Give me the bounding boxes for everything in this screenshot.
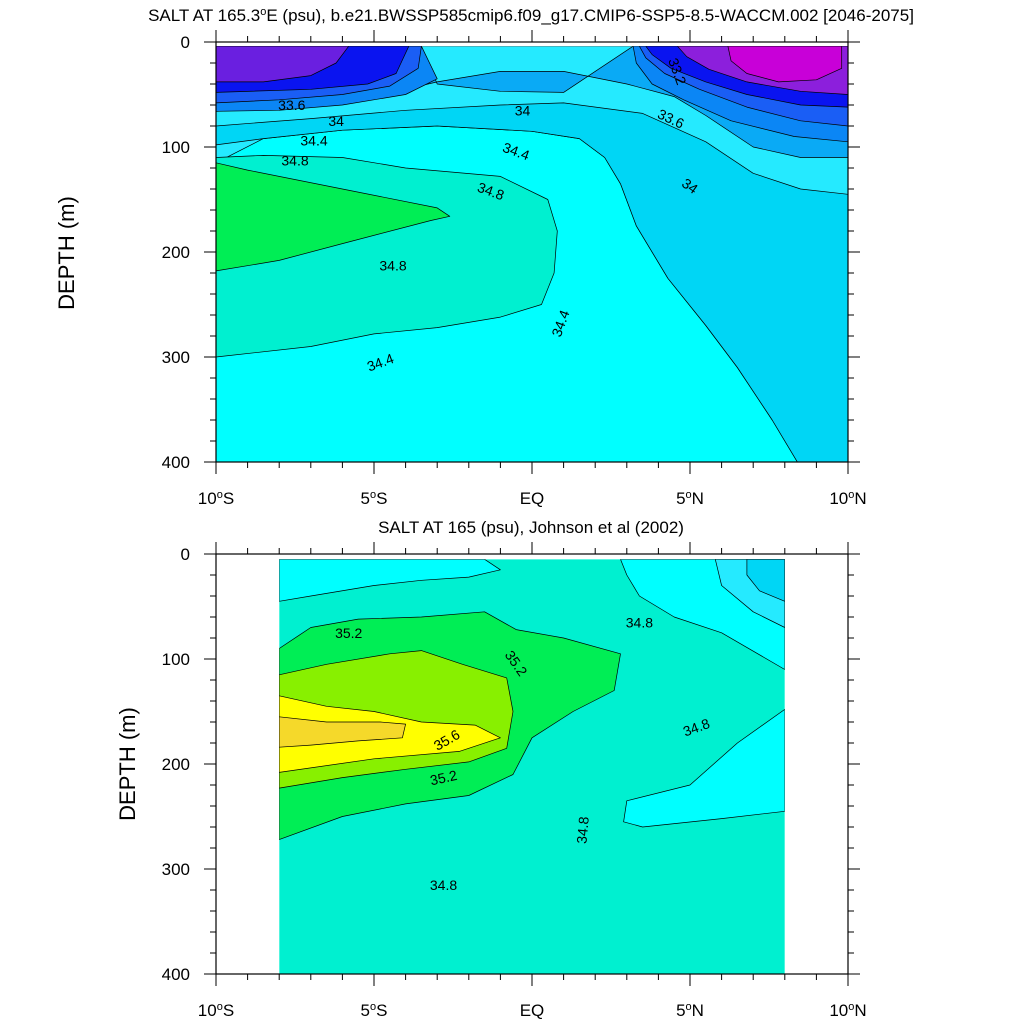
x-tick-label: 5oS (361, 489, 388, 508)
y-tick-label: 300 (162, 348, 190, 367)
contour-label: 34.8 (573, 816, 591, 845)
contour-band (216, 46, 350, 83)
contour-label: 35.2 (335, 625, 362, 641)
contour-label: 34.8 (430, 877, 457, 893)
contour-label: 35.2 (429, 767, 459, 788)
y-tick-label: 400 (162, 453, 190, 472)
contour-band (746, 559, 785, 602)
model-y-axis-label: DEPTH (m) (54, 196, 79, 310)
observation-panel-title: SALT AT 165 (psu), Johnson et al (2002) (378, 518, 684, 537)
y-tick-label: 200 (162, 755, 190, 774)
contour-band (279, 559, 501, 602)
x-tick-label: 5oN (676, 1001, 704, 1020)
contour-band (623, 709, 785, 828)
model-panel-title: SALT AT 165.3oE (psu), b.e21.BWSSP585cmi… (148, 6, 914, 25)
obs-y-axis-label: DEPTH (m) (115, 707, 140, 821)
y-tick-label: 100 (162, 650, 190, 669)
panel-model: SALT AT 165.3oE (psu), b.e21.BWSSP585cmi… (54, 6, 914, 508)
y-tick-label: 300 (162, 860, 190, 879)
contour-band (279, 716, 406, 748)
contour-label: 34 (328, 113, 344, 129)
y-tick-label: 100 (162, 138, 190, 157)
x-tick-label: 10oS (198, 1001, 234, 1020)
y-tick-label: 0 (181, 545, 190, 564)
contour-label: 34.8 (379, 258, 406, 274)
panel-observations: SALT AT 165 (psu), Johnson et al (2002) … (115, 518, 867, 1020)
x-tick-label: 10oS (198, 489, 234, 508)
contour-label: 34 (515, 102, 531, 118)
y-tick-label: 200 (162, 243, 190, 262)
y-tick-label: 0 (181, 33, 190, 52)
contour-band (727, 46, 843, 83)
x-tick-label: 5oS (361, 1001, 388, 1020)
x-tick-label: EQ (520, 489, 545, 508)
contour-label: 34.4 (300, 133, 327, 149)
contour-band (216, 162, 451, 272)
contour-band (216, 102, 848, 462)
contour-label: 34.8 (281, 153, 308, 169)
x-tick-label: EQ (520, 1001, 545, 1020)
y-tick-label: 400 (162, 965, 190, 984)
x-tick-label: 10oN (829, 489, 866, 508)
obs-contour-plot: 35.235.234.834.835.635.234.834.801002003… (162, 542, 867, 1020)
x-tick-label: 10oN (829, 1001, 866, 1020)
contour-label: 33.6 (278, 97, 305, 113)
model-contour-plot: 33.63434.434.83434.434.834.834.434.433.2… (162, 30, 867, 508)
contour-label: 34.8 (626, 614, 653, 630)
x-tick-label: 5oN (676, 489, 704, 508)
